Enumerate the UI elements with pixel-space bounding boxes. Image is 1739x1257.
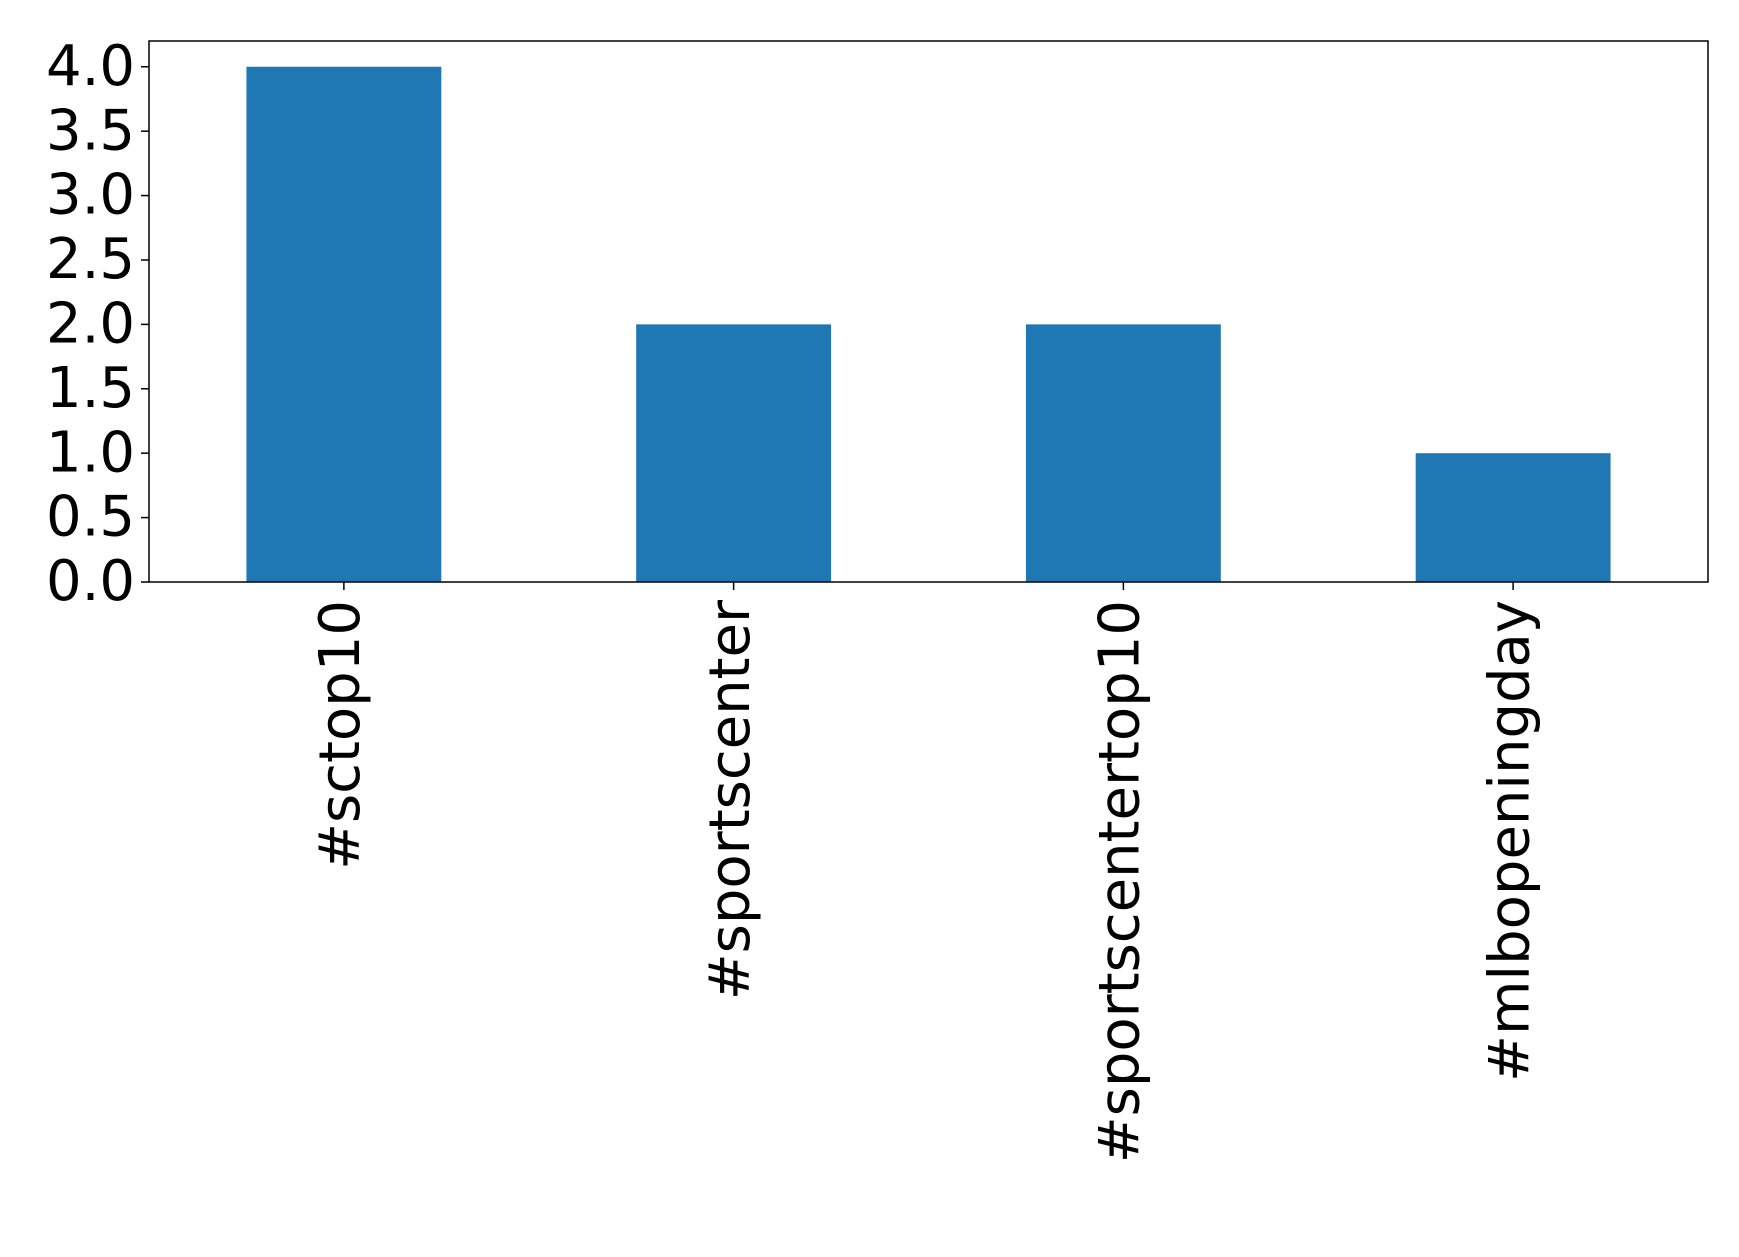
x-tick-label: #sportscentertop10	[1088, 600, 1153, 1163]
bar	[1025, 324, 1221, 582]
x-tick-label: #mlbopeningday	[1477, 600, 1542, 1082]
y-tick-label: 3.0	[46, 163, 135, 228]
y-tick-label: 1.5	[46, 356, 135, 421]
bar	[246, 66, 442, 582]
y-tick-label: 3.5	[46, 98, 135, 163]
bar	[636, 324, 832, 582]
y-tick-label: 1.0	[46, 420, 135, 485]
x-tick-label: #sportscenter	[698, 599, 763, 1000]
plot-frame	[148, 40, 1709, 583]
y-tick-label: 0.0	[46, 549, 135, 614]
x-tick-label: #sctop10	[308, 600, 373, 870]
y-tick-label: 4.0	[46, 34, 135, 99]
y-tick-label: 0.5	[46, 485, 135, 550]
y-tick-label: 2.0	[46, 292, 135, 357]
bar	[1415, 453, 1611, 582]
y-tick-label: 2.5	[46, 227, 135, 292]
